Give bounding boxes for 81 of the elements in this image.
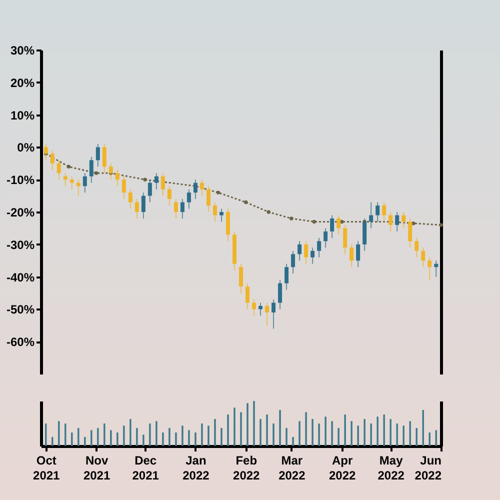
candlestick	[246, 282, 250, 310]
candlestick	[310, 247, 315, 264]
point	[266, 210, 271, 214]
candlestick	[317, 237, 322, 258]
point	[244, 200, 248, 204]
point	[94, 171, 98, 175]
candlestick	[414, 237, 419, 258]
candlestick	[421, 247, 426, 268]
candlestick	[428, 256, 432, 281]
candlestick	[382, 202, 386, 222]
x-tick-label: Jan 2022	[182, 454, 210, 482]
candlestick	[434, 260, 438, 278]
x-tick-label: Dec 2021	[132, 454, 160, 482]
candlestick	[70, 176, 74, 190]
point	[439, 223, 443, 227]
x-tick-label: Apr 2022	[328, 454, 356, 482]
candlestick	[96, 143, 100, 168]
candlestick	[148, 179, 152, 203]
candlestick	[128, 188, 132, 210]
candlestick	[395, 212, 400, 232]
candlestick	[356, 240, 360, 268]
candlestick	[252, 298, 256, 316]
x-tick-label: Nov 2021	[83, 454, 110, 482]
y-tick-label: 0%	[17, 140, 35, 155]
x-tick-label: Feb 2022	[233, 454, 260, 482]
candlestick	[219, 208, 224, 222]
candlestick	[324, 228, 328, 248]
candlestick	[56, 160, 61, 180]
y-tick-label: -30%	[6, 238, 35, 252]
candlestick	[258, 302, 263, 316]
candlestick	[350, 244, 354, 268]
y-tick-label: -50%	[6, 302, 35, 317]
y-tick-label: 30%	[10, 44, 35, 58]
candlestick	[291, 250, 296, 274]
candlestick	[212, 202, 217, 222]
y-tick-label: -40%	[6, 270, 35, 284]
candlestick	[115, 169, 120, 187]
point	[66, 164, 71, 169]
x-tick-label: Jun 2022	[414, 454, 442, 482]
candlestick	[63, 172, 68, 187]
candlestick	[200, 179, 204, 196]
y-tick-label: 20%	[10, 76, 35, 90]
y-tick-label: 10%	[10, 108, 35, 122]
candlestick	[50, 150, 54, 170]
y-tick-label: -10%	[6, 173, 35, 188]
candlestick	[330, 214, 334, 238]
y-tick-label: -20%	[6, 206, 35, 220]
candlestick	[369, 202, 374, 229]
candlestick	[154, 172, 158, 190]
candlestick	[122, 176, 126, 200]
candlestick	[89, 156, 94, 184]
candlestick	[298, 240, 302, 262]
point	[290, 216, 294, 220]
candlestick	[134, 198, 139, 219]
candlestick	[239, 263, 243, 294]
candlestick	[141, 192, 146, 219]
point	[216, 190, 220, 194]
x-tick-label: May 2022	[378, 454, 405, 482]
point	[143, 178, 147, 182]
candlestick	[343, 224, 348, 255]
candlestick	[206, 186, 210, 212]
candlestick	[304, 240, 308, 264]
candlestick	[102, 143, 106, 174]
candlestick	[76, 179, 80, 196]
candlestick	[376, 202, 380, 222]
point	[312, 220, 316, 224]
candlestick	[167, 186, 172, 206]
candlestick	[265, 302, 270, 326]
candlestick	[180, 198, 184, 219]
candlestick	[402, 212, 406, 229]
candlestick	[272, 298, 276, 330]
x-tick-label: Mar 2022	[278, 454, 306, 482]
y-tick-label: -60%	[6, 335, 35, 350]
x-tick-label: Oct 2021	[33, 454, 60, 482]
candlestick	[278, 280, 282, 310]
candlestick	[174, 198, 178, 219]
candlestick	[186, 188, 191, 210]
candlestick	[284, 263, 289, 290]
candlestick	[82, 172, 87, 194]
candlestick	[160, 172, 165, 196]
candlestick	[226, 208, 230, 242]
